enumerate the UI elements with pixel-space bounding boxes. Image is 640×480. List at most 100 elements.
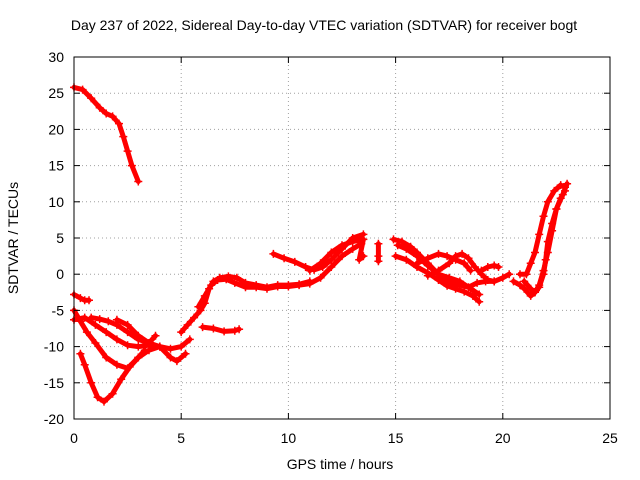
data-point	[316, 259, 325, 268]
y-tick-labels: -20 -15 -10 -5 0 5 10 15 20 25 30	[44, 49, 64, 427]
data-point	[87, 313, 96, 322]
data-point	[451, 284, 460, 293]
data-point	[102, 109, 111, 118]
data-point	[102, 353, 111, 362]
data-point	[123, 147, 132, 156]
data-point	[445, 273, 454, 282]
data-point	[166, 353, 175, 362]
data-point	[466, 284, 475, 293]
y-tick-label: 5	[56, 230, 64, 246]
data-point	[166, 344, 175, 353]
series-track-9	[194, 239, 366, 311]
y-tick-label: -20	[44, 411, 64, 427]
data-point	[423, 261, 432, 270]
y-tick-label: 30	[48, 49, 64, 65]
data-point	[531, 288, 539, 297]
series-track-2	[70, 290, 93, 305]
data-point	[117, 375, 126, 384]
data-point	[230, 326, 239, 335]
data-point	[230, 278, 239, 287]
series-line	[71, 84, 141, 184]
data-point	[475, 297, 484, 306]
y-tick-label: 15	[48, 158, 64, 174]
data-point	[134, 353, 143, 362]
data-point	[374, 257, 383, 266]
data-point	[359, 252, 368, 261]
data-point	[445, 259, 454, 268]
data-point	[543, 237, 552, 246]
data-point	[391, 252, 400, 261]
data-point	[451, 252, 460, 261]
data-point	[327, 263, 336, 271]
data-point	[123, 341, 132, 350]
data-point	[181, 349, 190, 358]
data-point	[209, 324, 218, 333]
data-point	[91, 339, 100, 347]
chart-title: Day 237 of 2022, Sidereal Day-to-day VTE…	[71, 17, 577, 33]
data-point	[93, 393, 102, 402]
data-point	[115, 119, 123, 128]
data-point	[490, 277, 499, 286]
data-point	[100, 397, 108, 406]
series-track-22	[520, 186, 569, 297]
series-track-7	[112, 315, 160, 347]
data-point	[295, 281, 304, 290]
data-point	[402, 255, 411, 264]
data-point	[526, 259, 535, 268]
data-point	[134, 177, 143, 186]
data-point	[458, 249, 467, 258]
data-point	[434, 249, 443, 258]
data-point	[494, 263, 503, 271]
series-track-12	[305, 235, 368, 275]
data-point	[108, 389, 117, 398]
data-point	[95, 103, 104, 112]
data-point	[516, 281, 524, 290]
y-tick-label: -10	[44, 339, 64, 355]
y-tick-label: 10	[48, 194, 64, 210]
data-point	[535, 283, 544, 292]
data-point	[123, 328, 132, 337]
data-point	[112, 335, 121, 344]
data-point	[550, 186, 559, 195]
data-point	[87, 378, 96, 387]
data-point	[541, 255, 550, 264]
data-point	[269, 249, 278, 258]
tick-layer	[73, 56, 611, 420]
data-point	[509, 277, 518, 286]
data-point	[460, 259, 469, 268]
data-point	[85, 296, 93, 305]
data-point	[531, 248, 539, 257]
data-point	[338, 252, 346, 261]
data-point	[190, 313, 199, 322]
grid-layer	[74, 57, 610, 419]
data-point	[522, 270, 531, 279]
x-tick-label: 0	[70, 430, 78, 446]
data-point	[543, 197, 552, 206]
data-point	[134, 342, 143, 351]
data-point	[123, 320, 132, 329]
data-point	[145, 346, 153, 355]
data-layer	[70, 83, 572, 406]
data-point	[464, 254, 473, 263]
data-point	[466, 266, 475, 275]
data-point	[108, 112, 117, 121]
data-point	[468, 291, 477, 300]
y-tick-label: 0	[56, 266, 64, 282]
x-tick-labels: 0 5 10 15 20 25	[70, 430, 618, 446]
data-point	[80, 360, 89, 369]
y-tick-label: -5	[52, 302, 65, 318]
data-point	[200, 291, 209, 300]
data-point	[78, 85, 87, 94]
data-point	[526, 291, 535, 300]
data-point	[207, 281, 216, 290]
data-point	[76, 349, 85, 358]
data-point	[112, 315, 121, 324]
data-point	[185, 335, 194, 344]
series-line	[425, 251, 497, 284]
data-point	[443, 281, 452, 290]
data-point	[490, 261, 499, 270]
data-point	[220, 327, 229, 336]
series-track-17	[413, 249, 475, 275]
data-point	[252, 283, 261, 292]
